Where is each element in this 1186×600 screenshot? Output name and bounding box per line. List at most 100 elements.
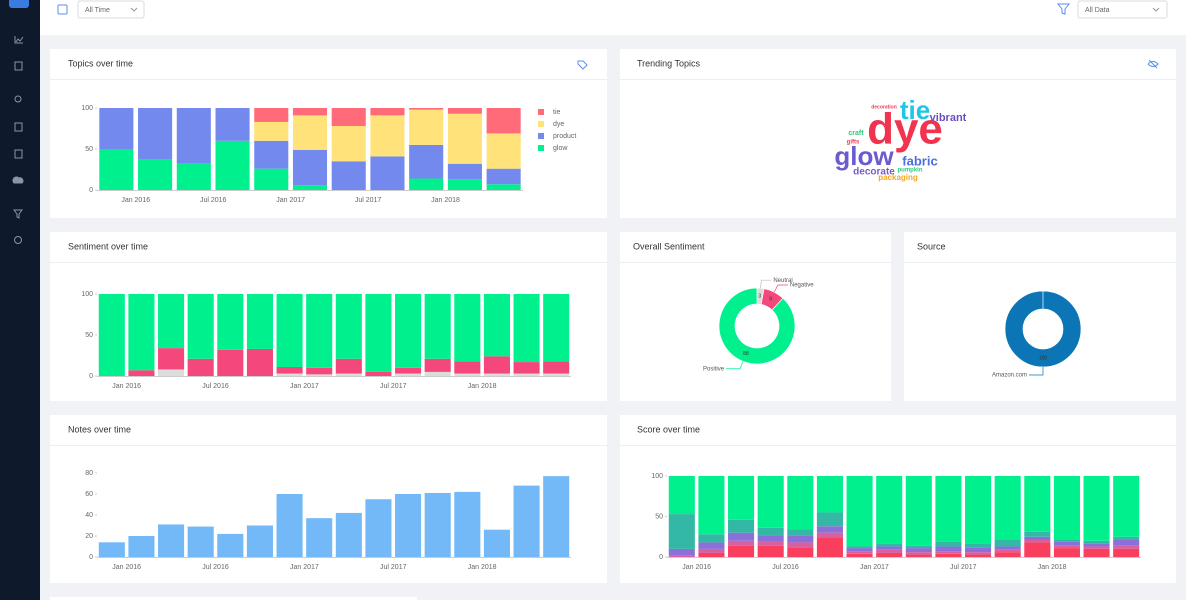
hide-icon[interactable] bbox=[1147, 59, 1159, 69]
bar-segment bbox=[965, 552, 992, 555]
nav-icon[interactable] bbox=[13, 209, 23, 219]
bar-segment bbox=[698, 476, 725, 535]
bar-segment bbox=[1113, 476, 1140, 537]
bar-segment bbox=[668, 548, 695, 556]
bar-segment bbox=[965, 476, 992, 544]
bar bbox=[276, 494, 303, 557]
bar-segment bbox=[1024, 539, 1051, 543]
bar-segment bbox=[728, 476, 755, 520]
nav-icon[interactable] bbox=[14, 236, 22, 244]
bar-segment bbox=[757, 527, 784, 536]
bar-segment bbox=[306, 374, 333, 376]
nav-icon[interactable] bbox=[14, 36, 24, 44]
card-title: Source bbox=[917, 241, 946, 251]
filter-icon bbox=[1056, 3, 1071, 15]
slice-value: 100 bbox=[1039, 355, 1048, 361]
bar-segment bbox=[1053, 548, 1080, 557]
bar-segment bbox=[1053, 545, 1080, 549]
card bbox=[904, 232, 1176, 401]
nav-icon[interactable] bbox=[12, 176, 24, 184]
bar-segment bbox=[306, 294, 333, 368]
y-tick-label: 50 bbox=[85, 332, 93, 339]
bar-segment bbox=[876, 476, 903, 544]
bar-segment bbox=[1053, 541, 1080, 546]
x-tick-label: Jan 2018 bbox=[468, 383, 497, 390]
logo[interactable] bbox=[9, 0, 29, 8]
nav-icon[interactable] bbox=[14, 95, 22, 103]
bar-segment bbox=[1024, 531, 1051, 537]
card bbox=[620, 49, 1176, 218]
bar-segment bbox=[292, 149, 328, 186]
bar-segment bbox=[787, 535, 814, 543]
bar-segment bbox=[787, 476, 814, 530]
bar-segment bbox=[1083, 476, 1110, 541]
bar-segment bbox=[543, 361, 570, 374]
bar-segment bbox=[757, 476, 784, 528]
bar-segment bbox=[246, 348, 273, 376]
bar-segment bbox=[816, 532, 843, 538]
bar bbox=[365, 499, 392, 557]
slice-value: 3 bbox=[758, 293, 761, 299]
bar-segment bbox=[424, 294, 451, 359]
bar-segment bbox=[306, 367, 333, 375]
bar-segment bbox=[935, 541, 962, 547]
legend-label: product bbox=[553, 133, 576, 140]
bar-segment bbox=[138, 108, 173, 160]
bar-segment bbox=[447, 163, 482, 180]
y-tick-label: 60 bbox=[85, 491, 93, 498]
word: pumpkin bbox=[898, 168, 923, 174]
bar bbox=[246, 525, 273, 557]
bar-segment bbox=[994, 546, 1021, 550]
bar-segment bbox=[128, 370, 155, 376]
bar-segment bbox=[370, 108, 405, 116]
bar-segment bbox=[846, 476, 873, 547]
card-title: Overall Sentiment bbox=[633, 241, 705, 251]
bar bbox=[187, 526, 214, 557]
bar-segment bbox=[254, 140, 289, 169]
x-tick-label: Jan 2016 bbox=[112, 383, 141, 390]
bar-segment bbox=[787, 547, 814, 557]
bar-segment bbox=[176, 163, 211, 190]
tag-icon[interactable] bbox=[577, 60, 588, 70]
x-tick-label: Jan 2016 bbox=[121, 197, 150, 204]
bar-segment bbox=[454, 294, 481, 362]
legend-swatch bbox=[538, 121, 544, 127]
bar-segment bbox=[543, 373, 570, 376]
bar-segment bbox=[846, 551, 873, 554]
bar-segment bbox=[424, 358, 451, 372]
bar-segment bbox=[395, 367, 422, 374]
nav-icon[interactable] bbox=[14, 149, 23, 159]
bar-segment bbox=[1024, 542, 1051, 557]
bar-segment bbox=[365, 371, 392, 376]
bar-segment bbox=[935, 546, 962, 552]
bar-segment bbox=[876, 546, 903, 550]
y-tick-label: 50 bbox=[655, 513, 663, 520]
bar-segment bbox=[447, 108, 482, 114]
bar-segment bbox=[668, 514, 695, 549]
x-tick-label: Jul 2017 bbox=[380, 383, 407, 390]
bar-segment bbox=[292, 185, 328, 190]
bar-segment bbox=[905, 548, 932, 553]
bar bbox=[98, 542, 125, 557]
legend-label: glow bbox=[553, 145, 568, 152]
y-tick-label: 100 bbox=[81, 105, 93, 112]
x-tick-label: Jan 2016 bbox=[112, 564, 141, 571]
slice-label: Neutral bbox=[773, 278, 792, 284]
bar-segment bbox=[935, 553, 962, 557]
bar-segment bbox=[370, 115, 405, 157]
data-dropdown[interactable] bbox=[1077, 0, 1168, 19]
nav-icon[interactable] bbox=[14, 61, 23, 71]
bar-segment bbox=[1083, 540, 1110, 544]
bar-segment bbox=[1083, 543, 1110, 547]
nav-icon[interactable] bbox=[14, 122, 23, 132]
bar-segment bbox=[905, 554, 932, 557]
bar-segment bbox=[1113, 536, 1140, 540]
bar-segment bbox=[816, 537, 843, 557]
bar-segment bbox=[365, 294, 392, 372]
date-dropdown[interactable] bbox=[77, 0, 145, 19]
slice-value: 9 bbox=[769, 297, 772, 303]
y-tick-label: 0 bbox=[89, 554, 93, 561]
x-tick-label: Jan 2016 bbox=[682, 564, 711, 571]
word: tie bbox=[900, 95, 930, 125]
x-tick-label: Jul 2017 bbox=[950, 564, 977, 571]
